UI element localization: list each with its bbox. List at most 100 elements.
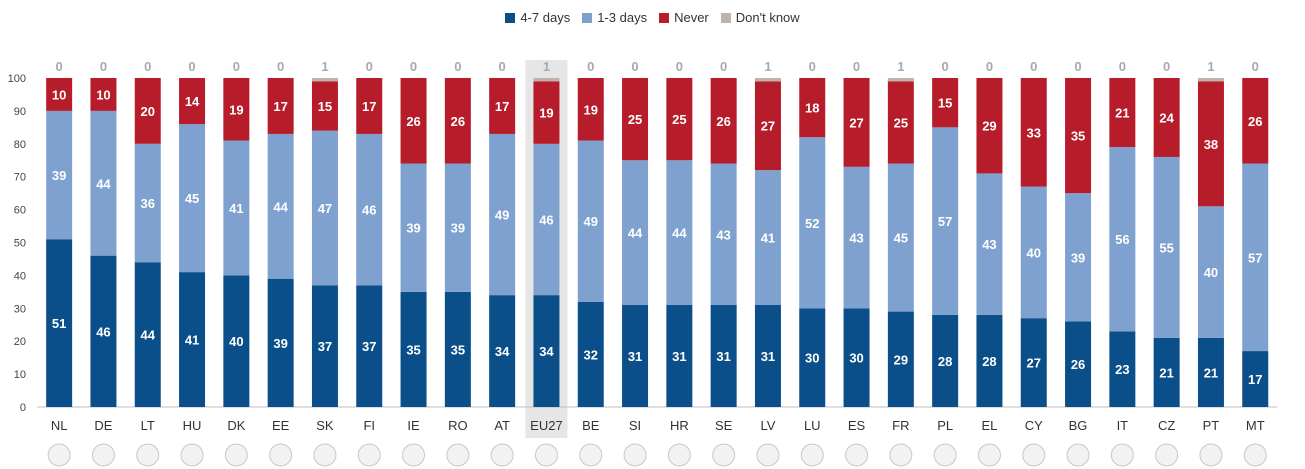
y-tick-label: 100 (8, 73, 26, 85)
dont-know-label: 0 (1030, 59, 1037, 74)
dont-know-label: 0 (1119, 59, 1126, 74)
bar-segment (489, 295, 516, 407)
dont-know-label: 1 (764, 59, 771, 74)
y-tick-label: 10 (14, 369, 26, 381)
data-label: 44 (96, 176, 111, 191)
legend-swatch (505, 12, 516, 23)
bar-segment (179, 124, 206, 273)
flag-icon (313, 443, 337, 467)
country-label: EU27 (530, 418, 563, 433)
country-label: HR (670, 418, 689, 433)
y-tick-label: 30 (14, 303, 26, 315)
bar-segment (1153, 78, 1180, 157)
bar-segment (134, 143, 161, 263)
flag-icon (47, 443, 71, 467)
bar-segment (356, 133, 383, 286)
bar-segment (577, 78, 604, 141)
bar-segment (1109, 331, 1136, 407)
bar-segment (489, 133, 516, 296)
data-label: 21 (1159, 365, 1173, 380)
country-label: SI (629, 418, 641, 433)
dont-know-label: 0 (366, 59, 373, 74)
flag-icon (977, 443, 1001, 467)
data-label: 36 (141, 196, 155, 211)
y-tick-label: 80 (14, 139, 26, 151)
data-label: 35 (1071, 129, 1085, 144)
bar-segment (90, 78, 117, 111)
data-label: 24 (1159, 110, 1174, 125)
bar-segment (1197, 337, 1224, 407)
bar-segment (134, 78, 161, 144)
data-label: 40 (1027, 245, 1041, 260)
flag-icon (1022, 443, 1046, 467)
country-label: IE (407, 418, 420, 433)
bar-segment (710, 163, 737, 306)
bar-segment (444, 78, 471, 164)
y-tick-label: 20 (14, 336, 26, 348)
dont-know-label: 0 (587, 59, 594, 74)
data-label: 26 (716, 114, 730, 129)
country-label: BE (582, 418, 600, 433)
dont-know-label: 1 (1207, 59, 1214, 74)
bar-segment (887, 311, 914, 407)
bar-segment (311, 81, 338, 131)
legend-item: Don't know (720, 10, 800, 25)
chart-legend: 4-7 days 1-3 days Never Don't know (0, 10, 1305, 26)
country-label: NL (51, 418, 68, 433)
country-label: CZ (1158, 418, 1175, 433)
data-label: 40 (1204, 265, 1218, 280)
bar-segment (1109, 78, 1136, 148)
data-label: 51 (52, 316, 66, 331)
data-label: 19 (539, 106, 553, 121)
country-label: PT (1203, 418, 1220, 433)
data-label: 27 (1027, 356, 1041, 371)
data-label: 43 (982, 237, 996, 252)
data-label: 39 (273, 336, 287, 351)
data-label: 23 (1115, 362, 1129, 377)
data-label: 15 (318, 99, 332, 114)
bar-segment (1065, 321, 1092, 407)
flag-icon (756, 443, 780, 467)
data-label: 39 (52, 168, 66, 183)
data-label: 52 (805, 216, 819, 231)
bar-segment (489, 78, 516, 134)
country-label: DE (94, 418, 112, 433)
bar-segment (754, 78, 781, 82)
dont-know-label: 0 (410, 59, 417, 74)
dont-know-label: 0 (100, 59, 107, 74)
legend-swatch (582, 12, 593, 23)
flag-icon (357, 443, 381, 467)
data-label: 30 (805, 351, 819, 366)
country-label: EL (981, 418, 997, 433)
y-tick-label: 40 (14, 270, 26, 282)
bar-segment (1197, 81, 1224, 207)
flag-icon (667, 443, 691, 467)
country-label: FR (892, 418, 909, 433)
dont-know-label: 0 (188, 59, 195, 74)
bar-segment (356, 78, 383, 134)
country-label: FI (363, 418, 375, 433)
country-label: SK (316, 418, 334, 433)
data-label: 44 (628, 226, 643, 241)
data-label: 39 (1071, 250, 1085, 265)
legend-label: Never (674, 10, 709, 25)
legend-swatch (659, 12, 670, 23)
bar-segment (179, 272, 206, 407)
data-label: 46 (362, 203, 376, 218)
bar-segment (1197, 206, 1224, 338)
bar-segment (533, 143, 560, 296)
flag-icon (446, 443, 470, 467)
dont-know-label: 1 (543, 59, 550, 74)
data-label: 34 (539, 344, 554, 359)
data-label: 29 (982, 119, 996, 134)
bar-segment (932, 127, 959, 315)
bar-segment (754, 305, 781, 407)
bar-segment (622, 305, 649, 407)
data-label: 43 (716, 227, 730, 242)
bar-segment (267, 133, 294, 279)
bar-segment (799, 78, 826, 138)
bar-segment (710, 78, 737, 164)
flag-icon (269, 443, 293, 467)
flag-icon (180, 443, 204, 467)
